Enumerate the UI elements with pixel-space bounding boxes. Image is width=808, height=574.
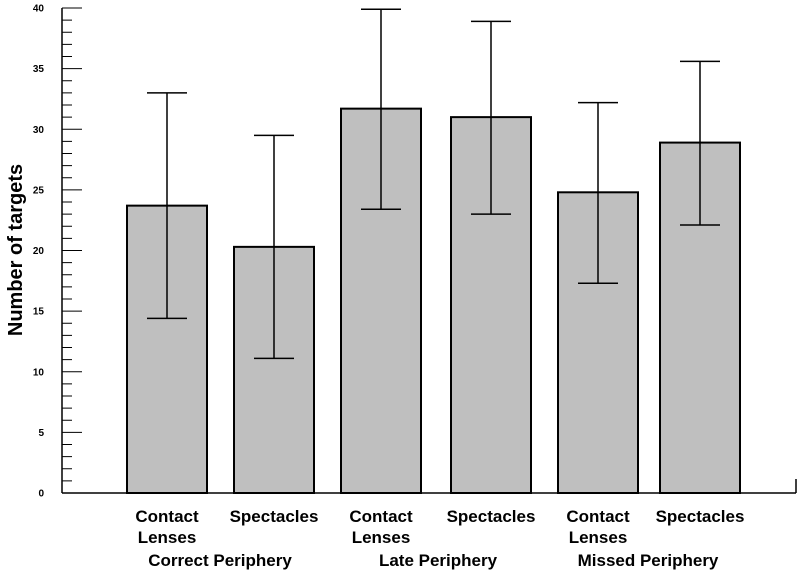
y-tick-label: 15 xyxy=(33,307,45,318)
category-label: Spectacles xyxy=(230,507,319,526)
category-label: Spectacles xyxy=(656,507,745,526)
category-label: Contact xyxy=(566,507,630,526)
y-tick-label: 20 xyxy=(33,246,45,257)
group-label: Late Periphery xyxy=(379,551,498,570)
category-label-line2: Lenses xyxy=(138,528,197,547)
y-tick-label: 0 xyxy=(38,489,44,500)
category-label: Contact xyxy=(135,507,199,526)
category-label-line2: Lenses xyxy=(569,528,628,547)
group-label: Missed Periphery xyxy=(578,551,719,570)
y-tick-label: 25 xyxy=(33,185,45,196)
y-tick-label: 5 xyxy=(38,428,44,439)
category-label-line2: Lenses xyxy=(352,528,411,547)
y-axis-title: Number of targets xyxy=(5,164,27,336)
category-label: Spectacles xyxy=(447,507,536,526)
category-label: Contact xyxy=(349,507,413,526)
y-tick-label: 10 xyxy=(33,367,45,378)
y-tick-label: 40 xyxy=(33,4,45,15)
y-tick-label: 35 xyxy=(33,64,45,75)
y-tick-label: 30 xyxy=(33,125,45,136)
group-label: Correct Periphery xyxy=(148,551,292,570)
